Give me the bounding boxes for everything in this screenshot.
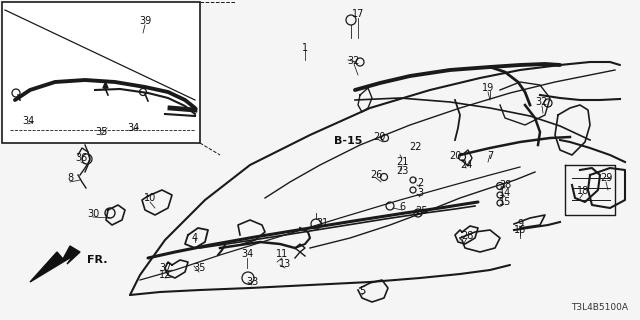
Text: 31: 31 (316, 218, 328, 228)
Text: 7: 7 (487, 151, 493, 161)
Polygon shape (30, 246, 80, 282)
Text: 34: 34 (241, 249, 253, 259)
Text: 10: 10 (144, 193, 156, 203)
Text: 35: 35 (193, 263, 205, 273)
Bar (2, 2, 200, 143)
Text: 36: 36 (75, 153, 87, 163)
Text: 17: 17 (352, 9, 364, 19)
Text: 12: 12 (159, 270, 171, 280)
Text: 13: 13 (279, 259, 291, 269)
Text: 14: 14 (499, 188, 511, 198)
Text: 11: 11 (276, 249, 288, 259)
Text: 21: 21 (396, 157, 408, 167)
Polygon shape (103, 82, 108, 88)
Text: 9: 9 (517, 219, 523, 229)
Text: 1: 1 (302, 43, 308, 53)
Text: 32: 32 (348, 56, 360, 66)
Text: 37: 37 (159, 263, 171, 273)
Text: 23: 23 (396, 166, 408, 176)
Text: 38: 38 (499, 180, 511, 190)
Text: 26: 26 (370, 170, 382, 180)
Text: 35: 35 (95, 127, 107, 137)
Text: 39: 39 (139, 16, 151, 26)
Text: 8: 8 (67, 173, 73, 183)
Text: 20: 20 (449, 151, 461, 161)
Text: 4: 4 (192, 233, 198, 243)
Text: 6: 6 (399, 202, 405, 212)
Text: 16: 16 (514, 225, 526, 235)
Text: 20: 20 (373, 132, 385, 142)
Text: B-15: B-15 (334, 136, 362, 146)
Text: 32: 32 (536, 97, 548, 107)
Text: 19: 19 (482, 83, 494, 93)
Text: 18: 18 (577, 186, 589, 196)
Text: T3L4B5100A: T3L4B5100A (571, 303, 628, 312)
Text: 3: 3 (417, 188, 423, 198)
Text: 2: 2 (417, 178, 423, 188)
Text: 25: 25 (416, 206, 428, 216)
Text: 15: 15 (499, 197, 511, 207)
Text: 5: 5 (359, 286, 365, 296)
Text: 33: 33 (246, 277, 258, 287)
Text: 28: 28 (461, 231, 473, 241)
Text: FR.: FR. (87, 255, 108, 265)
Text: 29: 29 (600, 173, 612, 183)
Text: 22: 22 (410, 142, 422, 152)
Text: 34: 34 (127, 123, 139, 133)
Text: 34: 34 (22, 116, 34, 126)
Text: 30: 30 (87, 209, 99, 219)
Text: 24: 24 (460, 160, 472, 170)
